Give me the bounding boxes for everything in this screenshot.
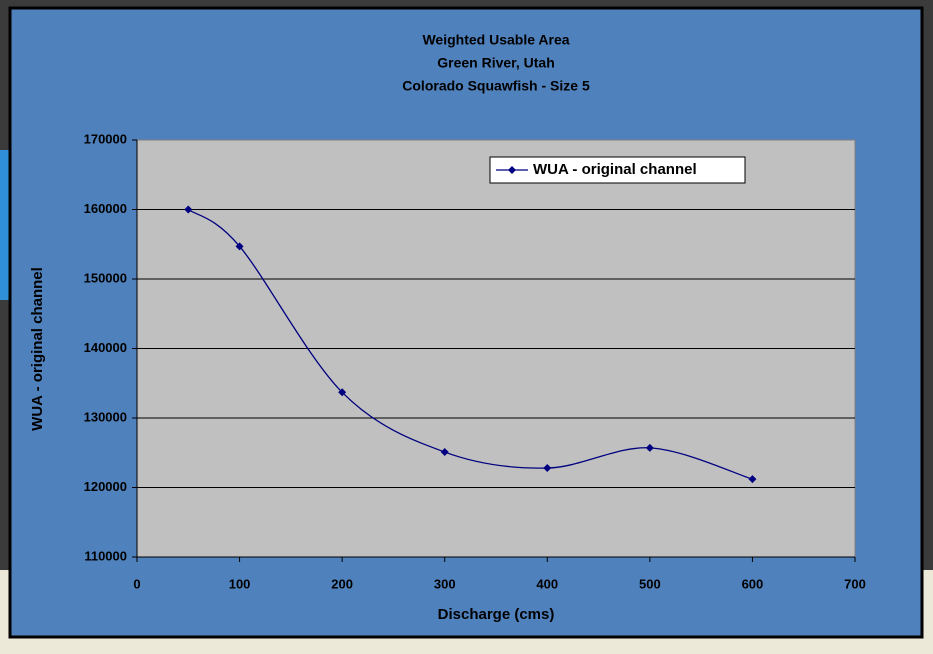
y-tick-label: 170000 xyxy=(84,131,127,146)
chart-title: Green River, Utah xyxy=(437,55,555,71)
legend-label: WUA - original channel xyxy=(533,161,697,178)
y-tick-label: 110000 xyxy=(84,548,127,563)
chart: Weighted Usable Area Green River, Utah C… xyxy=(0,0,933,649)
chart-title: Colorado Squawfish - Size 5 xyxy=(402,78,590,94)
x-tick-label: 200 xyxy=(331,576,353,591)
x-tick-label: 0 xyxy=(133,576,140,591)
x-tick-label: 300 xyxy=(434,576,456,591)
y-axis-label: WUA - original channel xyxy=(29,267,46,431)
chart-title: Weighted Usable Area xyxy=(422,32,569,48)
y-tick-label: 120000 xyxy=(84,479,127,494)
x-tick-label: 500 xyxy=(639,576,661,591)
y-tick-label: 140000 xyxy=(84,340,127,355)
y-tick-label: 130000 xyxy=(84,409,127,424)
x-tick-label: 700 xyxy=(844,576,866,591)
page: Weighted Usable Area Green River, Utah C… xyxy=(0,0,933,649)
x-axis-label: Discharge (cms) xyxy=(438,606,555,623)
y-tick-label: 150000 xyxy=(84,270,127,285)
x-tick-label: 100 xyxy=(229,576,251,591)
x-tick-label: 600 xyxy=(742,576,764,591)
x-tick-label: 400 xyxy=(536,576,558,591)
y-tick-label: 160000 xyxy=(84,201,127,216)
